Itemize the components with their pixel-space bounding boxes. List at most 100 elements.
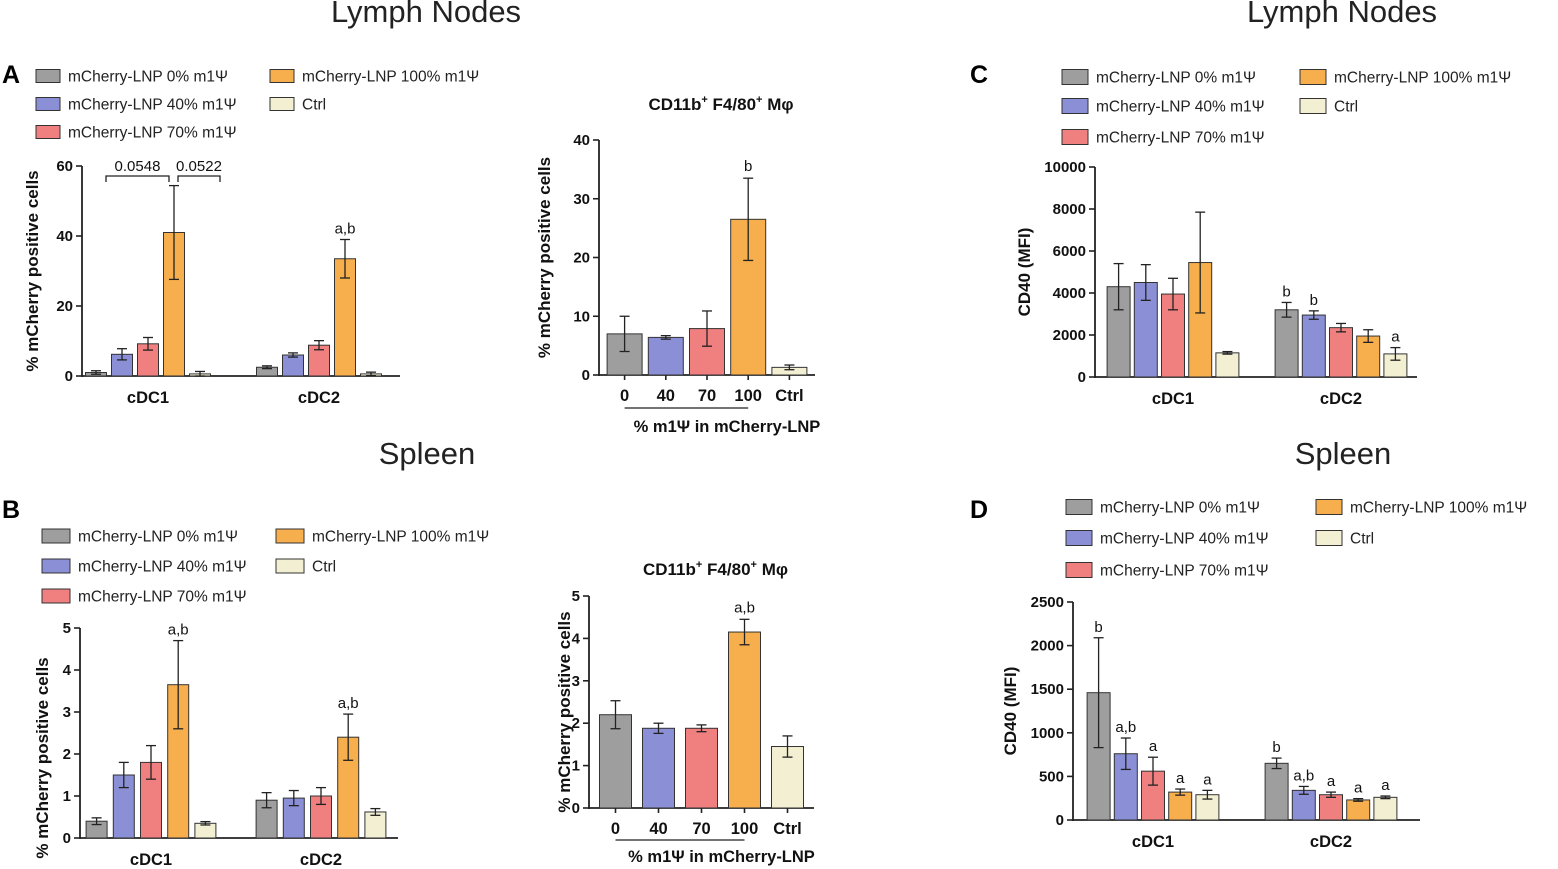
y-tick-label: 1000 xyxy=(1031,725,1064,742)
y-tick-label: 0 xyxy=(1056,812,1064,829)
x-tick-label: 40 xyxy=(649,820,667,838)
legend-entry: mCherry-LNP 0% m1Ψ xyxy=(1100,500,1260,517)
section-title-spleen-left: Spleen xyxy=(379,436,476,471)
chart-title-part: + xyxy=(701,94,707,106)
y-tick-label: 2000 xyxy=(1031,638,1064,655)
bar-cdc2-series-2 xyxy=(1319,794,1343,821)
legend-entry: mCherry-LNP 70% m1Ψ xyxy=(68,125,237,142)
x-tick-label: 70 xyxy=(692,820,710,838)
significance-letter: a xyxy=(1176,770,1185,787)
x-tick-label: Ctrl xyxy=(775,387,803,405)
significance-letter: a xyxy=(1149,738,1158,755)
x-axis-label: % m1Ψ in mCherry-LNP xyxy=(634,418,821,436)
legend-entry: Ctrl xyxy=(1350,531,1374,548)
significance-bracket xyxy=(105,175,170,182)
legend-entry: mCherry-LNP 70% m1Ψ xyxy=(78,589,247,606)
significance-letter: a xyxy=(1381,777,1390,794)
legend-entry: mCherry-LNP 70% m1Ψ xyxy=(1096,130,1265,147)
chart-b-left: 0 1 2 3 4 5 % mCherry positive cells cDC1 cDC2 mC… xyxy=(33,528,489,869)
y-tick-label: 10000 xyxy=(1044,159,1086,176)
legend-swatch xyxy=(35,97,61,111)
bar-ctrl xyxy=(771,746,804,809)
legend-entry: Ctrl xyxy=(312,559,336,576)
significance-letter: a,b xyxy=(168,622,189,639)
y-tick-label: 40 xyxy=(573,132,590,149)
y-tick-label: 4 xyxy=(572,630,581,647)
x-tick-label: Ctrl xyxy=(773,820,801,838)
category-label-cdc1: cDC1 xyxy=(1152,390,1194,408)
section-title-lymph-nodes-left: Lymph Nodes xyxy=(331,0,521,29)
chart-title-part: + xyxy=(756,94,762,106)
legend-swatch xyxy=(1299,69,1327,85)
y-axis-label: CD40 (MFI) xyxy=(1001,667,1020,756)
y-tick-label: 0 xyxy=(65,368,73,385)
y-tick-label: 20 xyxy=(56,298,73,315)
legend-entry: mCherry-LNP 70% m1Ψ xyxy=(1100,563,1269,580)
y-tick-label: 1500 xyxy=(1031,681,1064,698)
bar-cdc1-series-3 xyxy=(1168,791,1193,821)
legend-swatch xyxy=(1061,98,1089,114)
y-tick-label: 2500 xyxy=(1031,594,1064,611)
chart-title-part: + xyxy=(696,559,702,571)
bar-cdc2-series-4 xyxy=(1373,796,1398,821)
category-label-cdc2: cDC2 xyxy=(298,389,340,407)
legend-swatch xyxy=(41,528,71,544)
y-tick-label: 0 xyxy=(1078,369,1086,386)
y-tick-label: 40 xyxy=(56,228,73,245)
bar-cdc2-series-0 xyxy=(1264,762,1289,821)
chart-title-part: F4/80 xyxy=(702,560,750,579)
chart-title: CD11b+ F4/80+ Mφ xyxy=(643,559,788,579)
significance-letter: a,b xyxy=(734,599,755,616)
bar-40 xyxy=(642,727,675,809)
legend-swatch xyxy=(35,69,61,83)
legend-swatch xyxy=(1061,69,1089,85)
significance-letter: b xyxy=(1310,292,1318,309)
legend-entry: mCherry-LNP 40% m1Ψ xyxy=(1096,99,1265,116)
x-tick-label: 70 xyxy=(698,387,716,405)
y-tick-label: 500 xyxy=(1039,768,1064,785)
y-tick-label: 2 xyxy=(572,715,580,732)
significance-letter: a,b xyxy=(1115,719,1136,736)
bar-cdc2-series-3 xyxy=(1346,799,1371,821)
legend-entry: mCherry-LNP 0% m1Ψ xyxy=(1096,70,1256,87)
legend-entry: mCherry-LNP 100% m1Ψ xyxy=(302,69,479,86)
bar-40 xyxy=(647,336,684,376)
legend-swatch xyxy=(1061,129,1089,145)
y-tick-label: 3 xyxy=(63,704,71,721)
legend-entry: Ctrl xyxy=(1334,99,1358,116)
legend-swatch xyxy=(35,125,61,139)
x-tick-label: 0 xyxy=(620,387,629,405)
y-tick-label: 5 xyxy=(572,588,580,605)
legend-swatch xyxy=(269,97,295,111)
y-tick-label: 8000 xyxy=(1053,201,1086,218)
significance-bracket xyxy=(177,175,221,182)
y-axis-label: % mCherry positive cells xyxy=(23,170,42,371)
legend-swatch xyxy=(1065,562,1093,578)
y-tick-label: 2 xyxy=(63,746,71,763)
bar-cdc1-series-4 xyxy=(1215,352,1240,378)
chart-c: 0 2000 4000 6000 8000 10000 CD40 (MFI) cDC1 cDC2… xyxy=(1015,69,1511,408)
significance-letter: a xyxy=(1391,329,1400,346)
category-label-cdc2: cDC2 xyxy=(300,851,342,869)
y-tick-label: 3 xyxy=(572,673,580,690)
significance-letter: a,b xyxy=(335,221,356,238)
legend-entry: mCherry-LNP 100% m1Ψ xyxy=(1334,70,1511,87)
category-label-cdc1: cDC1 xyxy=(1132,833,1174,851)
chart-title-part: Mφ xyxy=(762,95,793,114)
p-value-label: 0.0522 xyxy=(176,158,222,175)
chart-title: CD11b+ F4/80+ Mφ xyxy=(648,94,793,114)
bar-0 xyxy=(599,714,632,809)
legend-entry: mCherry-LNP 0% m1Ψ xyxy=(78,529,238,546)
y-axis-label: % mCherry positive cells xyxy=(33,657,52,858)
category-label-cdc1: cDC1 xyxy=(130,851,172,869)
legend-swatch xyxy=(269,69,295,83)
chart-title-part: CD11b xyxy=(643,560,696,579)
category-label-cdc2: cDC2 xyxy=(1310,833,1352,851)
y-tick-label: 30 xyxy=(573,191,590,208)
bar-cdc2-series-1 xyxy=(1301,314,1326,378)
p-value-label: 0.0548 xyxy=(115,158,161,175)
panel-label-a: A xyxy=(2,61,20,89)
legend-entry: Ctrl xyxy=(302,97,326,114)
